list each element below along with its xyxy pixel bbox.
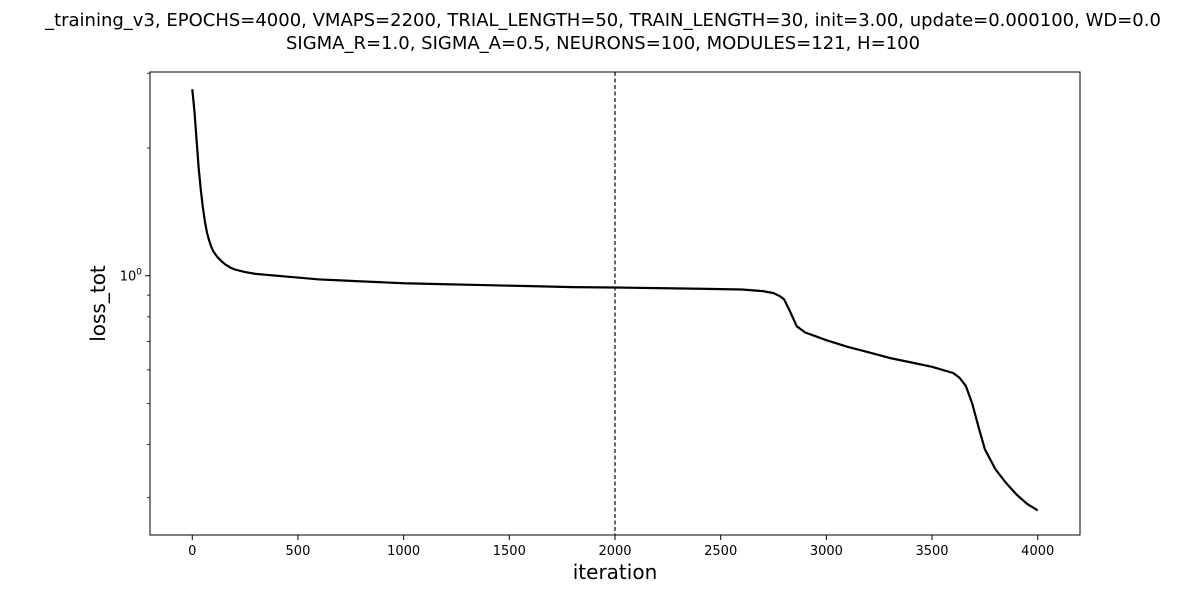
y-axis-label: loss_tot xyxy=(86,265,110,342)
x-tick-label-0: 0 xyxy=(188,544,196,559)
x-tick-label-3000: 3000 xyxy=(810,544,843,559)
series-line-0 xyxy=(191,89,1039,512)
chart-title: _training_v3, EPOCHS=4000, VMAPS=2200, T… xyxy=(45,10,1161,31)
x-tick-label-3500: 3500 xyxy=(915,544,948,559)
x-tick-label-2000: 2000 xyxy=(598,544,631,559)
x-tick-label-1000: 1000 xyxy=(387,544,420,559)
x-tick-label-2500: 2500 xyxy=(704,544,737,559)
x-tick-label-1500: 1500 xyxy=(493,544,526,559)
x-tick-label-4000: 4000 xyxy=(1021,544,1054,559)
x-axis-label: iteration xyxy=(573,560,658,584)
y-tick-label-major: 100 xyxy=(120,268,143,285)
x-tick-label-500: 500 xyxy=(286,544,311,559)
chart-subtitle: SIGMA_R=1.0, SIGMA_A=0.5, NEURONS=100, M… xyxy=(285,33,921,54)
